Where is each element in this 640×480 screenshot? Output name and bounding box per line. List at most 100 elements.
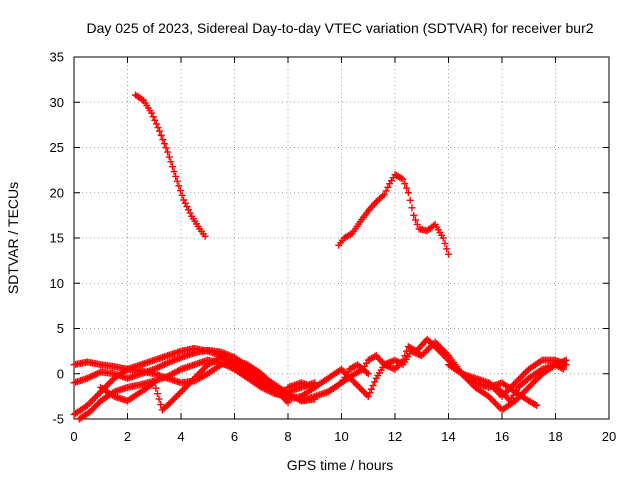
x-tick-label: 2 <box>124 429 131 444</box>
data-point <box>183 203 191 211</box>
data-point <box>179 386 187 394</box>
data-point <box>521 387 529 395</box>
data-point <box>531 377 539 385</box>
y-tick-label: -5 <box>52 412 64 427</box>
data-point <box>159 136 167 144</box>
data-point <box>533 401 541 409</box>
data-point <box>87 398 95 406</box>
data-point <box>445 250 452 258</box>
data-point <box>558 364 566 372</box>
data-point <box>153 390 161 398</box>
data-point <box>531 401 539 409</box>
data-point <box>171 394 179 402</box>
data-point <box>187 378 195 386</box>
x-tick-label: 12 <box>388 429 402 444</box>
data-point <box>364 392 372 400</box>
series-low-e <box>97 353 319 414</box>
data-point <box>413 220 421 228</box>
x-tick-label: 10 <box>334 429 348 444</box>
data-point <box>199 366 207 374</box>
data-point <box>155 395 163 403</box>
series-low-j <box>297 361 372 405</box>
data-point <box>526 382 534 390</box>
x-tick-label: 0 <box>70 429 77 444</box>
data-point <box>184 206 192 214</box>
data-point <box>441 239 449 247</box>
data-point <box>181 199 189 207</box>
data-point <box>403 347 411 355</box>
data-point <box>92 393 100 401</box>
x-tick-label: 14 <box>441 429 455 444</box>
y-tick-label: 0 <box>57 366 64 381</box>
data-point <box>404 189 412 197</box>
data-point <box>103 381 111 389</box>
data-point <box>174 391 182 399</box>
data-point <box>399 356 407 364</box>
data-point <box>488 396 496 404</box>
y-tick-label: 10 <box>50 276 64 291</box>
data-point <box>157 131 165 139</box>
data-point <box>162 144 170 152</box>
x-tick-label: 4 <box>177 429 184 444</box>
data-point <box>369 382 377 390</box>
data-point <box>528 380 536 388</box>
data-point <box>419 350 427 358</box>
y-tick-label: 30 <box>50 95 64 110</box>
data-point <box>166 399 174 407</box>
data-point <box>201 232 209 240</box>
data-point <box>170 168 178 176</box>
axis-ticks: 0 2 4 6 8 10 12 14 16 18 20 -5 0 5 10 15 20 25 30 35 <box>50 50 617 445</box>
data-point <box>168 163 176 171</box>
data-point <box>89 405 97 413</box>
data-point <box>152 384 160 392</box>
data-point <box>410 211 418 219</box>
data-point <box>180 196 188 204</box>
data-point <box>371 353 379 361</box>
data-point <box>430 341 438 349</box>
data-point <box>175 182 183 190</box>
data-point <box>353 380 361 388</box>
data-point <box>406 196 414 204</box>
data-point <box>367 385 375 393</box>
data-point <box>86 408 94 416</box>
data-point <box>380 191 388 199</box>
data-point <box>107 378 115 386</box>
data-point <box>180 384 188 392</box>
data-point <box>150 379 158 387</box>
data-point <box>411 346 419 354</box>
data-point <box>403 184 411 192</box>
data-point <box>160 140 168 148</box>
x-tick-label: 6 <box>231 429 238 444</box>
x-tick-label: 18 <box>548 429 562 444</box>
data-point <box>358 386 366 394</box>
data-point <box>491 399 499 407</box>
data-point <box>423 347 431 355</box>
data-point <box>382 187 390 195</box>
data-point <box>93 391 101 399</box>
data-point <box>399 175 407 183</box>
y-axis-label: SDTVAR / TECUs <box>5 182 21 294</box>
data-point <box>521 369 529 377</box>
y-tick-label: 20 <box>50 185 64 200</box>
data-point <box>562 361 570 369</box>
data-point <box>90 395 98 403</box>
series-arc-high-1 <box>132 91 209 240</box>
data-point <box>165 153 173 161</box>
x-tick-label: 8 <box>284 429 291 444</box>
data-point <box>354 382 362 390</box>
data-layer <box>70 91 570 423</box>
data-point <box>401 180 409 188</box>
data-point <box>157 401 165 409</box>
data-point <box>148 109 156 117</box>
data-point <box>169 396 177 404</box>
x-axis-label: GPS time / hours <box>287 457 394 473</box>
data-point <box>164 148 172 156</box>
data-point <box>379 192 387 200</box>
data-point <box>443 245 451 253</box>
data-point <box>175 389 183 397</box>
data-point <box>366 389 374 397</box>
data-point <box>172 172 180 180</box>
data-point <box>525 383 533 391</box>
data-point <box>91 403 99 411</box>
